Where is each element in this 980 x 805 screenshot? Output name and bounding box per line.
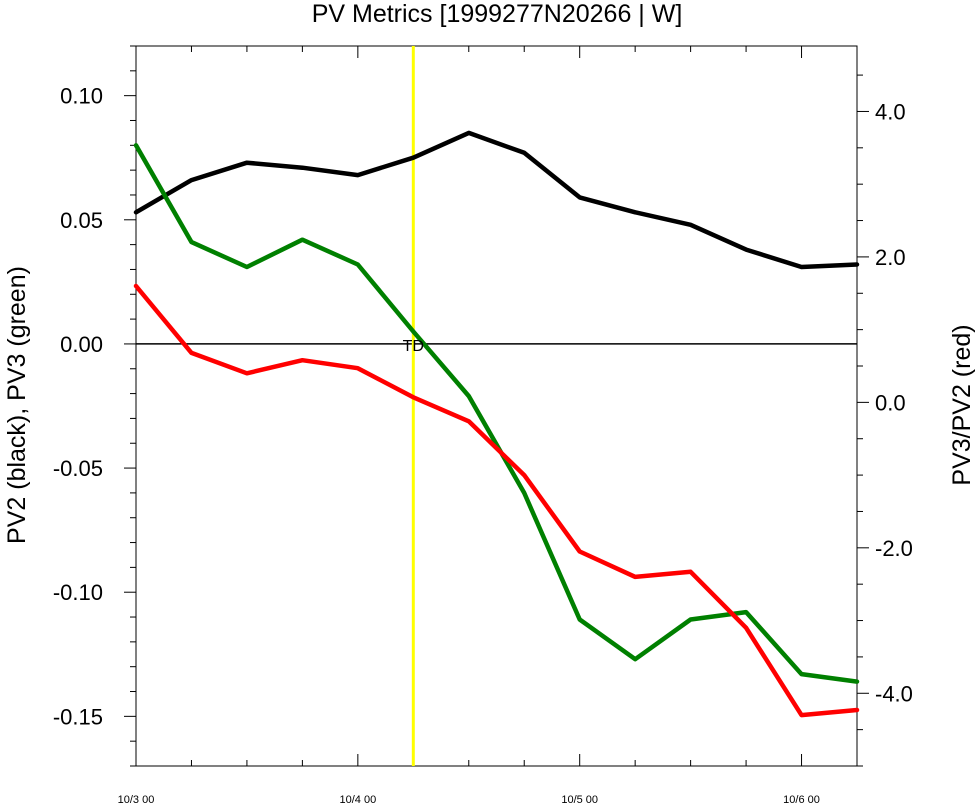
y-right-tick-label: 4.0 — [875, 99, 906, 124]
x-tick-label: 10/4 00 — [339, 794, 376, 805]
y-axis-label-right: PV3/PV2 (red) — [948, 324, 976, 485]
x-tick-label: 10/6 00 — [783, 794, 820, 805]
y-right-tick-label: -2.0 — [875, 536, 913, 561]
y-left-tick-label: 0.05 — [60, 208, 103, 233]
y-axis-label-left: PV2 (black), PV3 (green) — [3, 266, 31, 544]
y-left-tick-label: 0.10 — [60, 84, 103, 109]
chart-title: PV Metrics [1999277N20266 | W] — [312, 0, 683, 28]
y-left-tick-label: -0.15 — [53, 704, 103, 729]
plot-frame — [135, 45, 858, 767]
marker-label: TD — [403, 338, 424, 355]
plot-area: 10/3 00 10/4 00 10/5 00 10/6 000.100.050.00… — [53, 45, 913, 805]
x-tick-label: 10/5 00 — [561, 794, 598, 805]
y-left-tick-label: -0.05 — [53, 456, 103, 481]
series-line-black — [133, 130, 860, 270]
y-right-tick-label: 2.0 — [875, 245, 906, 270]
series-line-green — [133, 143, 860, 684]
y-right-tick-label: -4.0 — [875, 681, 913, 706]
y-left-tick-label: 0.00 — [60, 332, 103, 357]
y-left-tick-label: -0.10 — [53, 580, 103, 605]
series-line-red — [133, 283, 860, 718]
x-tick-label: 10/3 00 — [118, 794, 155, 805]
y-right-tick-label: 0.0 — [875, 390, 906, 415]
